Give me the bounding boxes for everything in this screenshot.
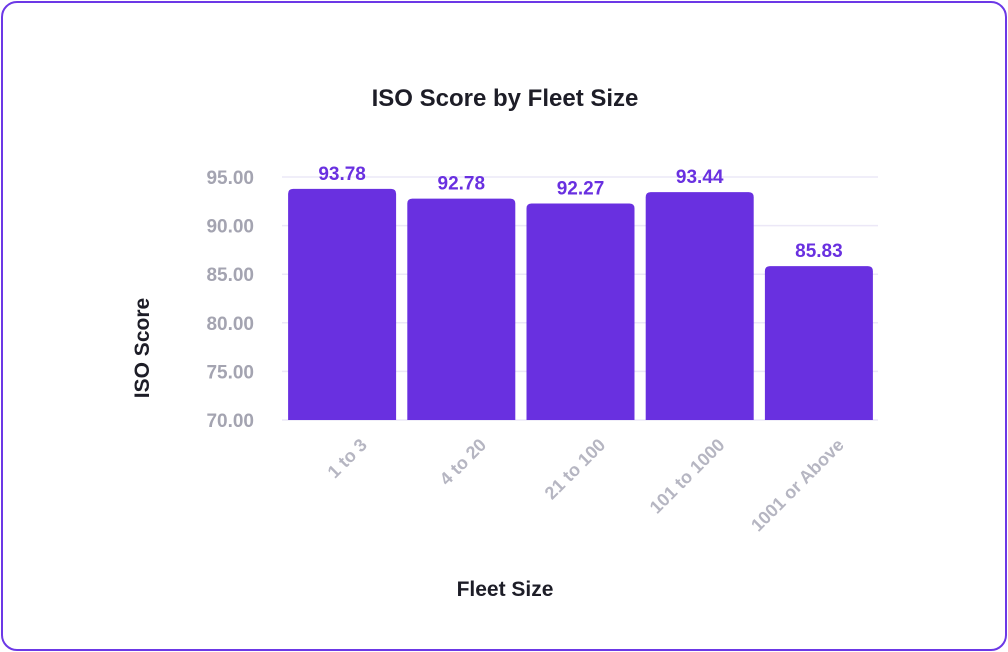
bar: [526, 203, 635, 420]
y-axis-ticks: 70.00 75.00 80.00 85.00 90.00 95.00: [206, 168, 254, 432]
y-axis-title: ISO Score: [131, 298, 154, 398]
y-tick-label: 85.00: [206, 265, 254, 286]
data-label: 92.78: [438, 174, 486, 195]
bars: [288, 188, 873, 420]
x-tick-label: 4 to 20: [436, 435, 490, 489]
data-label: 93.78: [318, 164, 366, 185]
y-tick-label: 75.00: [206, 362, 254, 383]
y-tick-label: 70.00: [206, 411, 254, 432]
bar: [407, 198, 516, 420]
x-tick-label: 1001 or Above: [747, 435, 848, 536]
x-tick-label: 1 to 3: [324, 435, 371, 482]
bar: [288, 188, 397, 420]
bar: [764, 266, 873, 420]
bar: [645, 192, 754, 420]
data-labels: 93.78 92.78 92.27 93.44 85.83: [318, 164, 842, 262]
x-axis-ticks: 1 to 3 4 to 20 21 to 100 101 to 1000 1001 or…: [324, 435, 848, 536]
y-tick-label: 80.00: [206, 314, 254, 335]
x-tick-label: 101 to 1000: [646, 435, 729, 518]
chart-title: ISO Score by Fleet Size: [372, 85, 639, 112]
x-tick-label: 21 to 100: [541, 435, 610, 504]
data-label: 93.44: [676, 167, 724, 188]
y-tick-label: 95.00: [206, 168, 254, 189]
x-axis-title: Fleet Size: [457, 578, 554, 601]
data-label: 92.27: [557, 179, 605, 200]
y-tick-label: 90.00: [206, 217, 254, 238]
data-label: 85.83: [795, 241, 843, 262]
